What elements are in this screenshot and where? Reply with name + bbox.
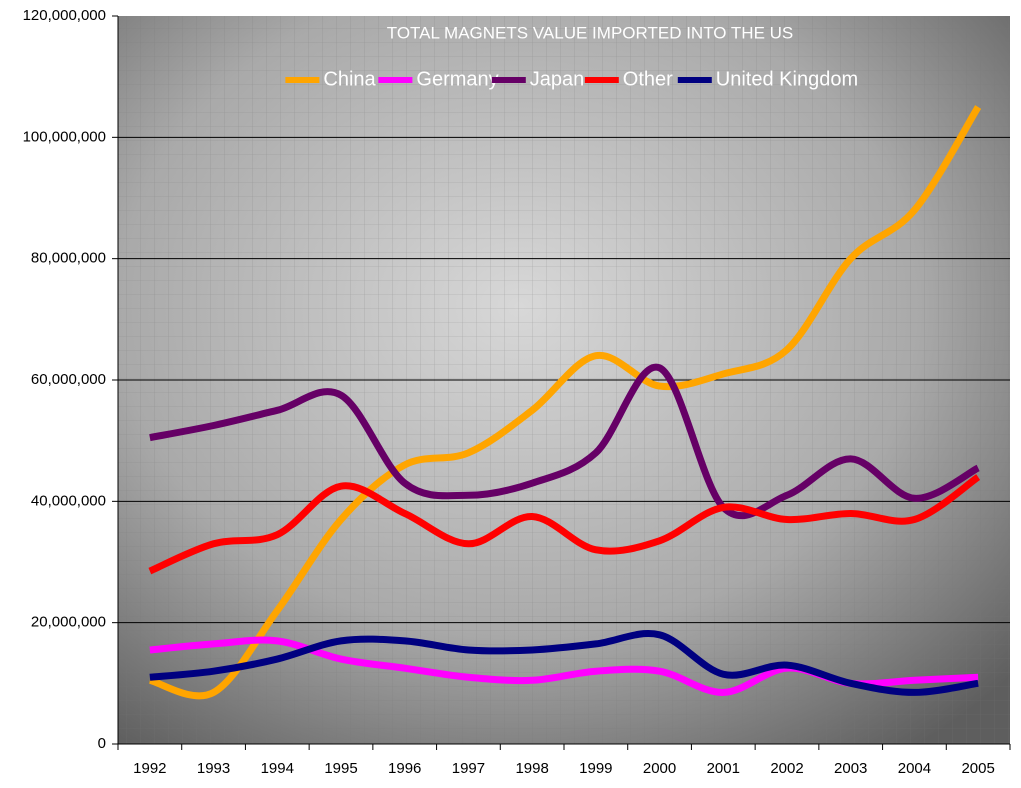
legend-label: China [323, 68, 376, 90]
series-line [148, 105, 982, 700]
legend-label: Other [623, 68, 673, 90]
chart-title: TOTAL MAGNETS VALUE IMPORTED INTO THE US [387, 23, 794, 42]
y-tick-label: 120,000,000 [23, 7, 106, 24]
x-tick-label: 1997 [452, 760, 485, 777]
series-line [149, 630, 979, 696]
series-line [148, 474, 981, 575]
x-tick-label: 1992 [133, 760, 166, 777]
x-tick-label: 1993 [197, 760, 230, 777]
x-tick-label: 1994 [261, 760, 294, 777]
y-tick-label: 60,000,000 [31, 371, 106, 388]
x-tick-label: 1996 [388, 760, 421, 777]
legend-label: Germany [416, 68, 498, 90]
x-tick-label: 2003 [834, 760, 867, 777]
x-tick-label: 1998 [515, 760, 548, 777]
x-tick-label: 2001 [707, 760, 740, 777]
x-tick-label: 1995 [324, 760, 357, 777]
x-tick-label: 2005 [961, 760, 994, 777]
y-tick-label: 80,000,000 [31, 250, 106, 267]
x-tick-label: 2000 [643, 760, 676, 777]
y-tick-label: 20,000,000 [31, 614, 106, 631]
y-tick-label: 100,000,000 [23, 128, 106, 145]
y-tick-label: 40,000,000 [31, 492, 106, 509]
y-tick-label: 0 [98, 735, 106, 752]
x-tick-label: 2004 [898, 760, 931, 777]
x-tick-label: 2002 [770, 760, 803, 777]
legend-label: United Kingdom [716, 68, 858, 90]
series-line [149, 363, 980, 520]
x-tick-label: 1999 [579, 760, 612, 777]
legend-label: Japan [530, 68, 585, 90]
